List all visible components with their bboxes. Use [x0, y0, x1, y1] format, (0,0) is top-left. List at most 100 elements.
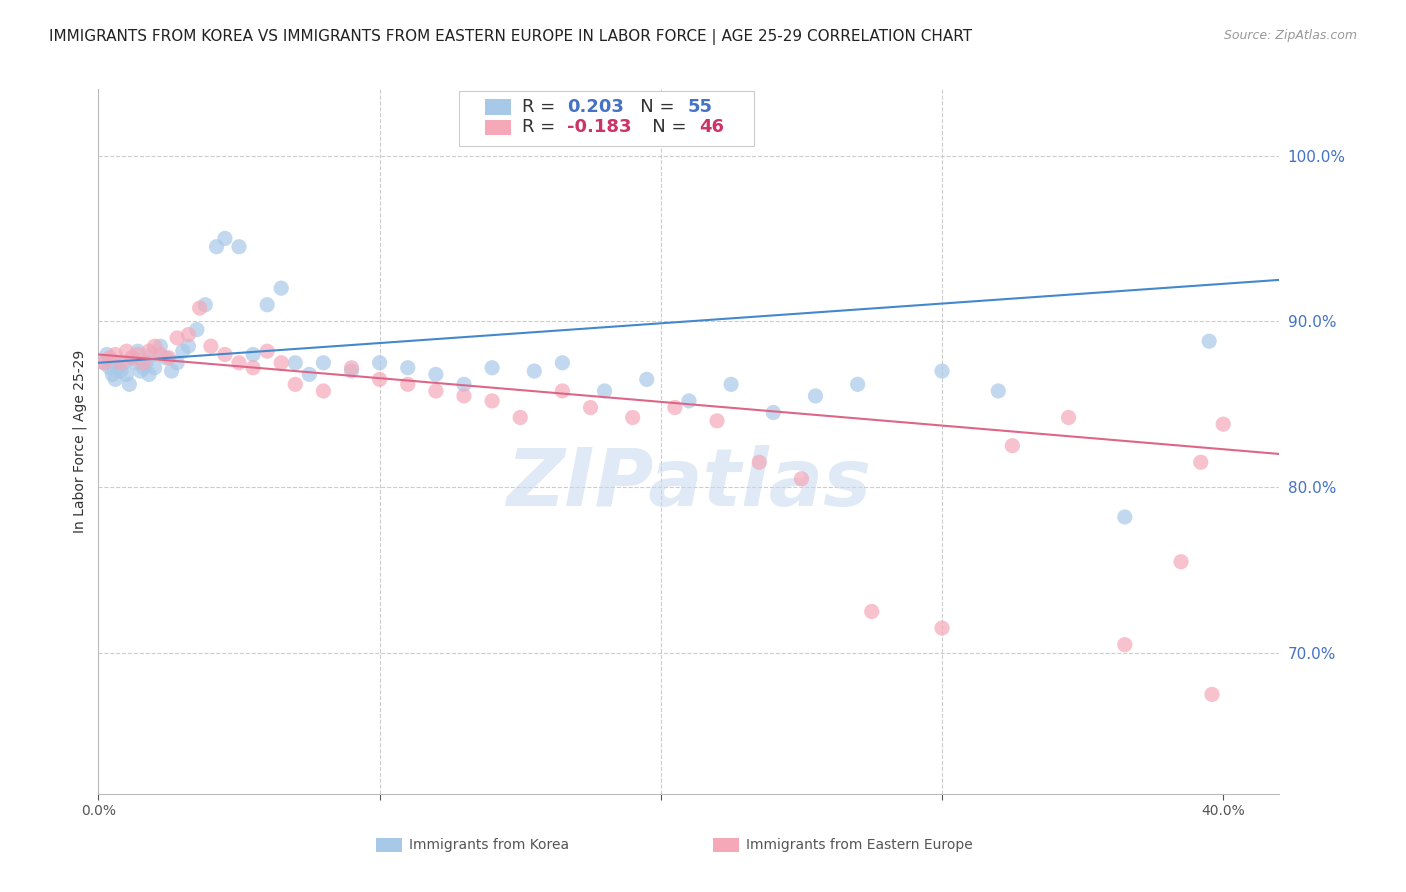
Point: [200, 339, 222, 353]
Point: [312, 384, 335, 398]
Point: [214, 231, 236, 245]
Point: [160, 364, 183, 378]
Point: [621, 410, 644, 425]
Point: [312, 356, 335, 370]
Point: [284, 377, 307, 392]
Y-axis label: In Labor Force | Age 25-29: In Labor Force | Age 25-29: [73, 350, 87, 533]
Text: Immigrants from Korea: Immigrants from Korea: [409, 838, 569, 852]
Point: [256, 298, 278, 312]
Point: [141, 347, 163, 361]
Text: 0.203: 0.203: [567, 98, 624, 116]
Point: [93, 356, 115, 370]
Point: [396, 360, 419, 375]
Point: [1201, 687, 1223, 701]
FancyBboxPatch shape: [713, 838, 738, 852]
Point: [987, 384, 1010, 398]
Point: [166, 331, 188, 345]
Point: [664, 401, 686, 415]
Point: [110, 356, 132, 370]
Point: [1189, 455, 1212, 469]
Point: [242, 360, 264, 375]
Point: [636, 372, 658, 386]
Point: [706, 414, 728, 428]
Text: Source: ZipAtlas.com: Source: ZipAtlas.com: [1223, 29, 1357, 42]
Point: [98, 360, 121, 375]
Point: [1114, 638, 1136, 652]
Text: R =: R =: [523, 98, 561, 116]
Point: [96, 347, 118, 361]
Point: [762, 405, 785, 419]
Point: [481, 393, 503, 408]
Point: [931, 621, 953, 635]
Text: R =: R =: [523, 119, 561, 136]
Point: [368, 372, 391, 386]
Point: [166, 356, 188, 370]
Point: [284, 356, 307, 370]
Point: [678, 393, 700, 408]
Point: [256, 344, 278, 359]
FancyBboxPatch shape: [375, 838, 402, 852]
Point: [172, 344, 194, 359]
Point: [124, 356, 146, 370]
Point: [121, 351, 143, 365]
Text: -0.183: -0.183: [567, 119, 631, 136]
Point: [98, 351, 121, 365]
Point: [551, 356, 574, 370]
Point: [481, 360, 503, 375]
Point: [143, 360, 166, 375]
Point: [748, 455, 770, 469]
Point: [93, 356, 115, 370]
Point: [115, 368, 138, 382]
Point: [298, 368, 321, 382]
Text: N =: N =: [634, 119, 692, 136]
Point: [194, 298, 217, 312]
Point: [107, 360, 129, 375]
Point: [104, 372, 127, 386]
FancyBboxPatch shape: [485, 99, 510, 114]
Point: [242, 347, 264, 361]
Point: [121, 351, 143, 365]
Point: [804, 389, 827, 403]
FancyBboxPatch shape: [458, 91, 754, 145]
Point: [115, 344, 138, 359]
Point: [149, 347, 172, 361]
Point: [368, 356, 391, 370]
Point: [157, 351, 180, 365]
Point: [177, 327, 200, 342]
Point: [425, 384, 447, 398]
Point: [579, 401, 602, 415]
Point: [523, 364, 546, 378]
Point: [138, 368, 160, 382]
FancyBboxPatch shape: [485, 120, 510, 135]
Point: [551, 384, 574, 398]
Point: [186, 323, 208, 337]
Point: [720, 377, 742, 392]
Point: [1057, 410, 1080, 425]
Point: [270, 356, 292, 370]
Point: [790, 472, 813, 486]
Point: [143, 339, 166, 353]
Point: [132, 356, 155, 370]
Point: [425, 368, 447, 382]
Point: [118, 377, 141, 392]
Text: ZIPatlas: ZIPatlas: [506, 445, 872, 523]
Point: [214, 347, 236, 361]
Point: [228, 356, 250, 370]
Point: [931, 364, 953, 378]
Text: IMMIGRANTS FROM KOREA VS IMMIGRANTS FROM EASTERN EUROPE IN LABOR FORCE | AGE 25-: IMMIGRANTS FROM KOREA VS IMMIGRANTS FROM…: [49, 29, 973, 45]
Text: 55: 55: [688, 98, 713, 116]
Point: [860, 605, 883, 619]
Point: [149, 339, 172, 353]
Point: [155, 351, 177, 365]
Point: [127, 344, 149, 359]
Point: [205, 240, 228, 254]
Point: [228, 240, 250, 254]
Point: [132, 360, 155, 375]
Point: [340, 360, 363, 375]
Text: N =: N =: [623, 98, 681, 116]
Point: [1114, 510, 1136, 524]
Point: [112, 356, 135, 370]
Point: [127, 347, 149, 361]
Point: [1212, 417, 1234, 431]
Point: [270, 281, 292, 295]
